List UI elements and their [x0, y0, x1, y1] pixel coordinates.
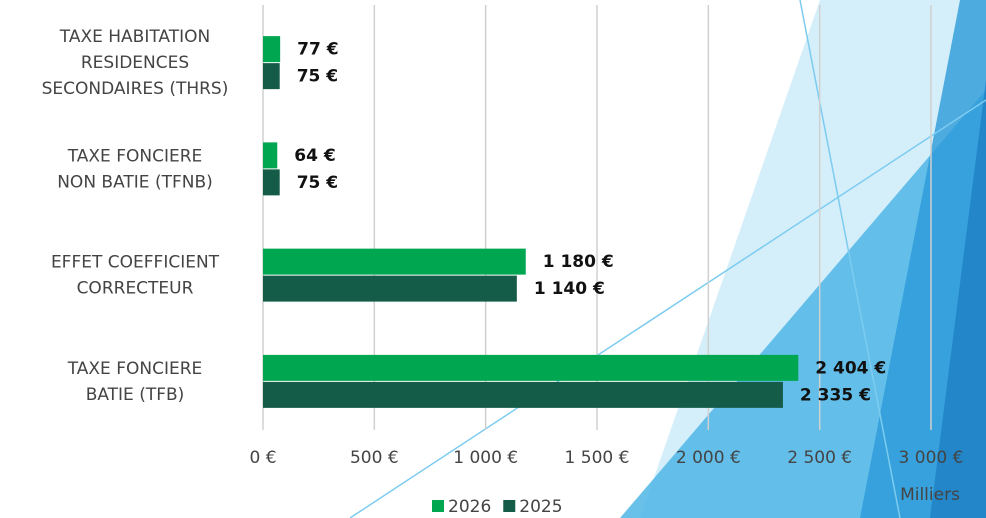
legend-label: 2025 — [519, 497, 562, 517]
bar — [263, 36, 281, 63]
bar — [263, 354, 799, 381]
value-label: 64 € — [294, 146, 335, 166]
y-tick-label: TAXE HABITATION RESIDENCES SECONDAIRES (TH… — [42, 27, 229, 99]
x-tick-label: 0 € — [249, 448, 276, 468]
x-tick-label: 2 500 € — [787, 448, 852, 468]
x-tick-label: 500 € — [350, 448, 399, 468]
value-label: 1 140 € — [534, 279, 605, 299]
x-tick-label: 2 000 € — [676, 448, 741, 468]
x-unit-label: Milliers — [900, 485, 960, 505]
bar — [263, 248, 526, 275]
legend-swatch — [503, 500, 516, 512]
y-tick-label: EFFET COEFFICIENT CORRECTEUR — [51, 253, 220, 299]
bar — [263, 142, 278, 169]
x-tick-label: 1 000 € — [453, 448, 518, 468]
bar — [263, 275, 517, 302]
bar — [263, 63, 280, 90]
value-label: 75 € — [297, 173, 338, 193]
y-tick-label: TAXE FONCIERE NON BATIE (TFNB) — [57, 146, 213, 192]
legend-swatch — [432, 500, 444, 512]
value-label: 75 € — [297, 67, 338, 87]
value-label: 77 € — [297, 40, 338, 60]
value-label: 2 404 € — [815, 358, 886, 378]
value-label: 1 180 € — [543, 252, 614, 272]
value-label: 2 335 € — [800, 385, 871, 405]
x-tick-label: 3 000 € — [899, 448, 964, 468]
y-tick-label: TAXE FONCIERE BATIE (TFB) — [67, 359, 203, 405]
plot-area: 0 € 500 € 1 000 € 1 500 € 2 000 € 2 500 € 3 00… — [42, 5, 964, 517]
legend-label: 2026 — [448, 497, 491, 517]
bar — [263, 169, 280, 196]
x-tick-label: 1 500 € — [565, 448, 630, 468]
bar — [263, 381, 783, 408]
